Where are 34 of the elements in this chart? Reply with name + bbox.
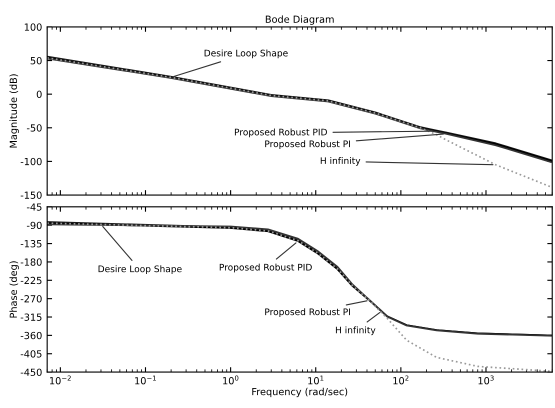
y-axis-title: Phase (deg) bbox=[9, 261, 19, 318]
x-axis-title: Frequency (rad/sec) bbox=[252, 388, 348, 398]
y-tick-label: -180 bbox=[20, 258, 42, 266]
annotation: Desire Loop Shape bbox=[98, 265, 182, 274]
annotation: Desire Loop Shape bbox=[204, 49, 288, 58]
annotation: Proposed Robust PID bbox=[234, 128, 327, 138]
y-tick-label: -450 bbox=[20, 368, 42, 376]
annotation: Proposed Robust PID bbox=[220, 264, 312, 272]
y-axis-title: Magnitude (dB) bbox=[9, 74, 19, 148]
annotation: H infinity bbox=[336, 326, 376, 336]
y-tick-label: 100 bbox=[24, 23, 42, 31]
x-tick-label: 10$^{−1}$ bbox=[135, 376, 156, 384]
x-tick-label: 10$^{0}$ bbox=[223, 375, 238, 384]
y-tick-label: -270 bbox=[20, 295, 42, 302]
annotation: H infinity bbox=[320, 157, 360, 166]
y-tick-label: -100 bbox=[20, 158, 42, 166]
y-tick-label: 0 bbox=[36, 90, 42, 98]
y-tick-label: -50 bbox=[26, 124, 42, 132]
chart-title: Bode Diagram bbox=[266, 15, 334, 25]
x-tick-label: 10$^{3}$ bbox=[478, 375, 494, 384]
y-tick-label: 50 bbox=[30, 57, 42, 64]
x-tick-label: 10$^{−2}$ bbox=[50, 375, 71, 384]
y-tick-label: -150 bbox=[20, 192, 42, 199]
y-tick-label: -45 bbox=[26, 203, 42, 211]
y-tick-label: -135 bbox=[20, 240, 42, 248]
y-tick-label: -360 bbox=[20, 332, 42, 340]
y-tick-label: -90 bbox=[26, 222, 42, 230]
annotation: Proposed Robust PI bbox=[265, 140, 350, 149]
x-tick-label: 10$^{2}$ bbox=[393, 375, 408, 384]
x-tick-label: 10$^{1}$ bbox=[308, 376, 324, 384]
y-tick-label: -225 bbox=[20, 276, 42, 284]
y-tick-label: -315 bbox=[20, 313, 42, 321]
annotation: Proposed Robust PI bbox=[265, 308, 350, 317]
y-tick-label: -405 bbox=[20, 350, 42, 358]
